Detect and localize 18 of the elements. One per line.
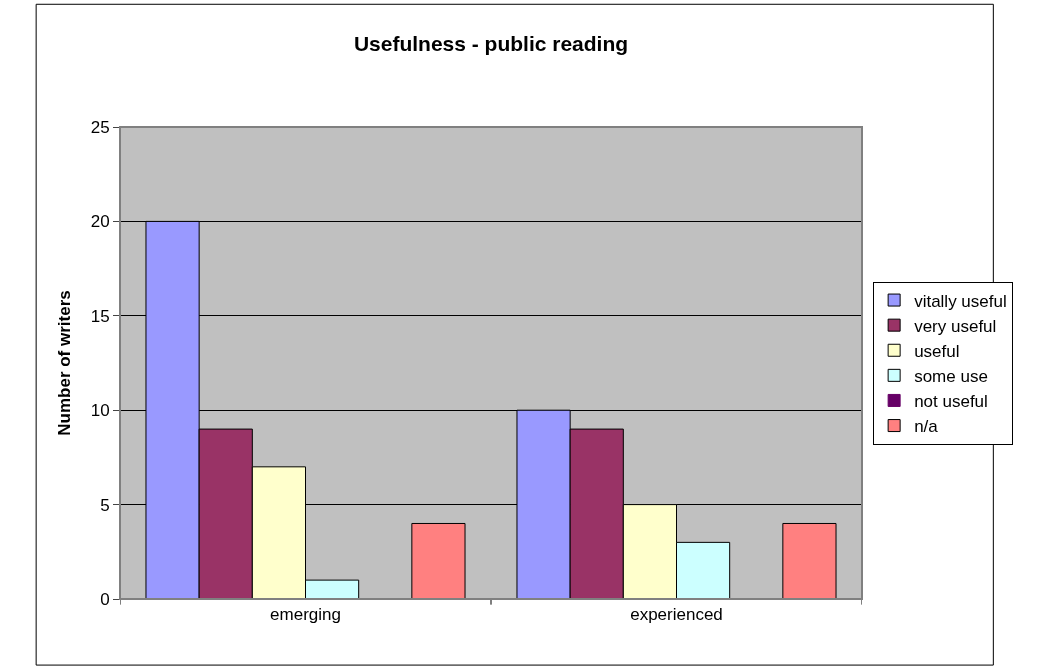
y-tick-label: 20 xyxy=(90,212,110,232)
bar xyxy=(411,522,466,599)
bar xyxy=(782,522,837,599)
y-tick-label: 0 xyxy=(100,589,110,609)
legend-label: some use xyxy=(914,366,988,386)
chart-title: Usefulness - public reading xyxy=(353,31,629,55)
legend-label: vitally useful xyxy=(914,291,1007,311)
legend-label: very useful xyxy=(914,316,997,336)
x-tick-label: experienced xyxy=(630,605,723,625)
y-tick-label: 15 xyxy=(90,306,110,326)
y-tick-label: 25 xyxy=(90,117,110,137)
y-tick-label: 5 xyxy=(100,495,110,515)
x-tick-label: emerging xyxy=(270,605,341,625)
legend-label: not useful xyxy=(914,392,988,412)
y-axis-title: Number of writers xyxy=(55,290,75,436)
legend-label: useful xyxy=(914,341,960,361)
legend-label: n/a xyxy=(914,417,939,437)
y-tick-label: 10 xyxy=(90,401,110,421)
